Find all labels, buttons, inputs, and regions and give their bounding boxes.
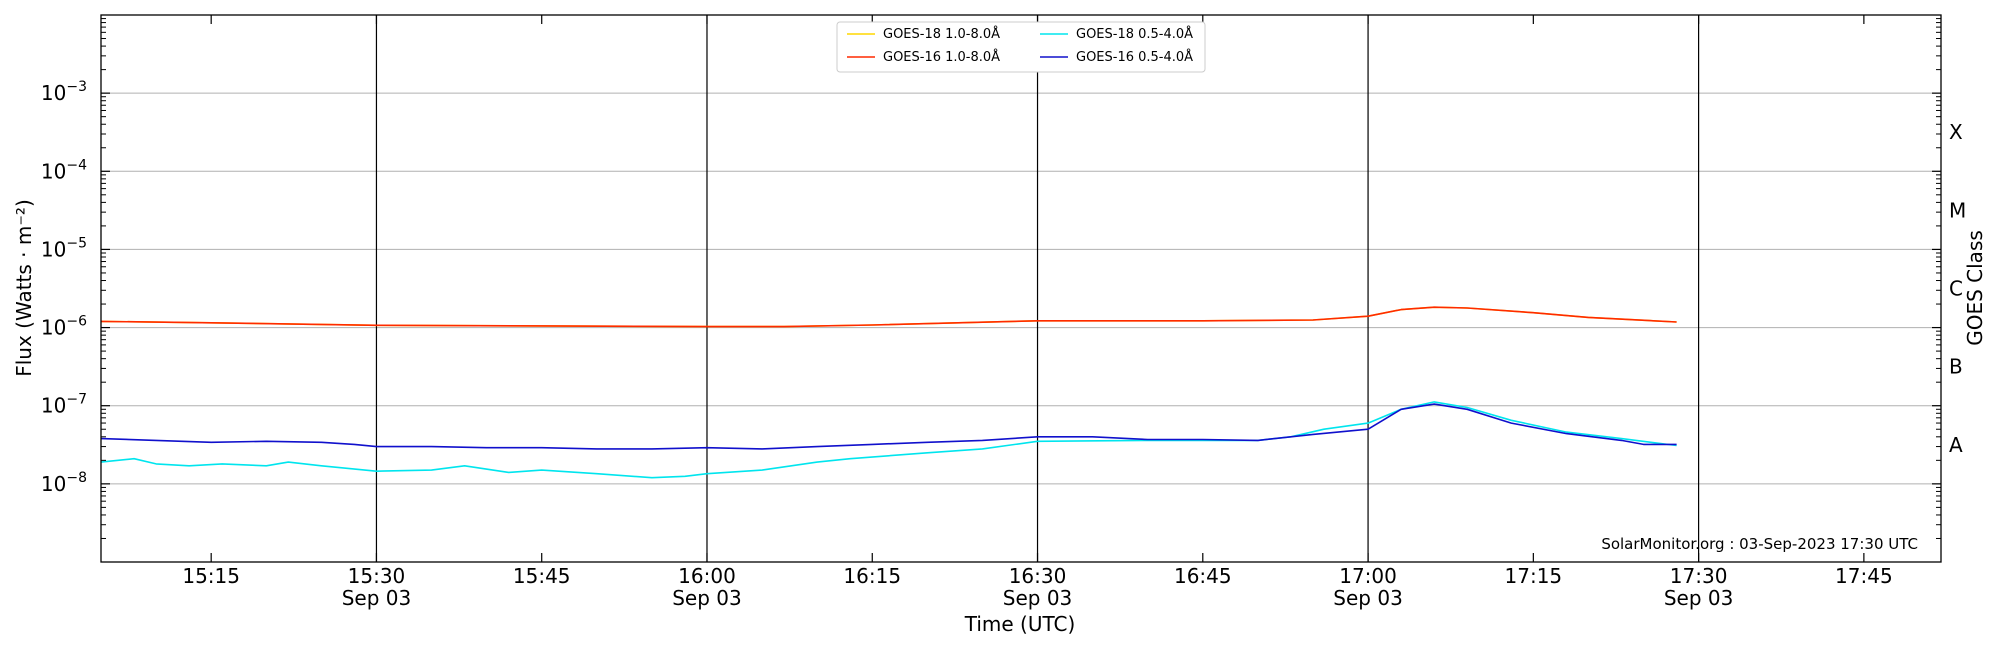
x-tick-date-label: Sep 03 xyxy=(342,586,412,610)
x-tick-label: 16:00 xyxy=(678,564,736,588)
x-tick-label: 15:30 xyxy=(348,564,406,588)
legend: GOES-18 1.0-8.0Å GOES-16 1.0-8.0Å GOES-18 … xyxy=(836,21,1206,73)
y-tick-label: 10−5 xyxy=(41,235,87,261)
y-tick-label: 10−6 xyxy=(41,314,87,340)
y-axis-title: Flux (Watts · m⁻²) xyxy=(12,199,36,377)
x-tick-label: 16:45 xyxy=(1174,564,1232,588)
x-tick-label: 17:45 xyxy=(1835,564,1893,588)
x-tick-label: 17:00 xyxy=(1339,564,1397,588)
goes-class-label: X xyxy=(1949,120,1963,144)
x-tick-date-label: Sep 03 xyxy=(672,586,742,610)
series-line xyxy=(100,306,1677,328)
right-axis-title: GOES Class xyxy=(1963,230,1987,346)
legend-label: GOES-18 0.5-4.0Å xyxy=(1076,26,1193,42)
y-tick-label: 10−8 xyxy=(41,470,87,496)
goes-class-label: A xyxy=(1949,433,1963,457)
x-tick-label: 17:30 xyxy=(1670,564,1728,588)
x-tick-label: 15:45 xyxy=(513,564,571,588)
y-tick-label: 10−4 xyxy=(41,157,87,183)
x-tick-label: 17:15 xyxy=(1505,564,1563,588)
goes-class-label: C xyxy=(1949,277,1963,301)
legend-label: GOES-16 0.5-4.0Å xyxy=(1076,49,1193,65)
x-tick-date-label: Sep 03 xyxy=(1003,586,1073,610)
series-line xyxy=(100,403,1677,450)
goes-class-label: M xyxy=(1949,198,1966,222)
grid xyxy=(101,15,1941,562)
x-tick-label: 15:15 xyxy=(182,564,240,588)
source-timestamp: SolarMonitor.org : 03-Sep-2023 17:30 UTC xyxy=(1601,535,1918,553)
axis-ticks xyxy=(101,15,1941,562)
legend-label: GOES-18 1.0-8.0Å xyxy=(883,26,1000,42)
x-tick-date-label: Sep 03 xyxy=(1333,586,1403,610)
y-tick-label: 10−7 xyxy=(41,392,87,418)
series-lines xyxy=(100,306,1677,479)
y-tick-label: 10−3 xyxy=(41,79,87,105)
x-axis-title: Time (UTC) xyxy=(964,612,1076,636)
goes-class-label: B xyxy=(1949,355,1963,379)
x-tick-label: 16:15 xyxy=(843,564,901,588)
x-tick-date-label: Sep 03 xyxy=(1664,586,1734,610)
legend-box xyxy=(836,21,1206,73)
x-tick-label: 16:30 xyxy=(1009,564,1067,588)
plot-frame xyxy=(100,14,1942,563)
legend-label: GOES-16 1.0-8.0Å xyxy=(883,49,1000,65)
